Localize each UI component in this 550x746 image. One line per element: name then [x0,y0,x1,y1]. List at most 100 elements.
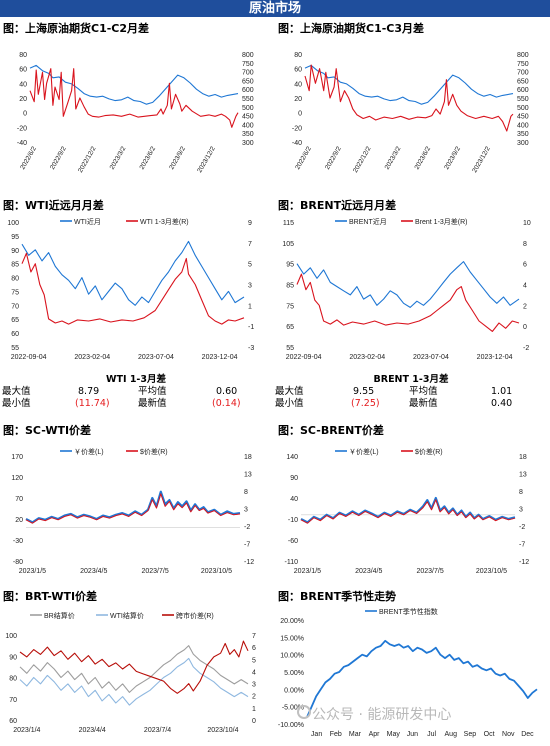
y-left-tick-label: 115 [283,220,294,227]
legend-label: WTI结算价 [110,611,144,620]
y-left-tick-label: 95 [11,234,19,241]
y-right-tick-label: 5 [252,657,256,664]
wti-avg-label: 平均值 [138,386,167,397]
y-right-tick-label: -12 [519,559,529,566]
y-right-tick-label: 800 [517,52,529,59]
y-left-tick-label: -20 [292,125,302,132]
x-tick-label: Nov [502,731,515,738]
y-right-tick-label: 650 [242,78,254,85]
y-left-tick-label: 5.00% [284,670,304,677]
y-right-tick-label: 8 [519,489,523,496]
y-left-tick-label: -30 [13,538,23,545]
y-left-tick-label: 0.00% [284,687,304,694]
x-tick-label: 2022/9/2 [49,145,68,171]
x-tick-label: 2023/1/5 [19,568,46,575]
legend-label: BR结算价 [44,611,75,620]
y-left-tick-label: 40 [294,81,302,88]
legend-label: BRENT近月 [349,217,387,226]
x-tick-label: 2023/9/2 [443,145,462,171]
series-line [306,639,538,718]
x-tick-label: 2022/9/2 [324,145,343,171]
x-tick-label: 2022/12/2 [77,145,98,174]
y-left-tick-label: 20.00% [280,618,304,625]
legend-label: $价差(R) [140,447,168,456]
legend-label: WTI 1-3月差(R) [140,217,189,226]
y-left-tick-label: -10.00% [278,722,304,729]
y-left-tick-label: -5.00% [282,705,304,712]
y-right-tick-label: -2 [523,345,529,352]
y-right-tick-label: 0 [252,718,256,725]
y-right-tick-label: -7 [519,542,525,549]
y-left-tick-label: 100 [5,633,17,640]
chart-brt-wti: 100 90 80 70 60 7 6 5 4 3 2 1 0 2023/1/4 2023/4/4 2023/… [5,611,256,734]
x-tick-label: 2023/4/5 [355,568,382,575]
chart-brent-seasonal: 20.00% 15.00% 10.00% 5.00% 0.00% -5.00% -10.00… [278,607,538,738]
brent-max-label: 最大值 [275,386,304,397]
y-right-tick-label: 8 [244,489,248,496]
y-right-tick-label: -12 [244,559,254,566]
y-right-tick-label: 550 [242,96,254,103]
y-right-tick-label: 400 [517,122,529,129]
legend-label: ￥价差(L) [349,447,379,456]
wti-min-value: (11.74) [75,398,110,409]
y-right-tick-label: 3 [244,507,248,514]
y-right-tick-label: 750 [242,61,254,68]
y-left-tick-label: 75 [286,303,294,310]
y-right-tick-label: 7 [248,241,252,248]
brent-avg-value: 1.01 [491,386,513,397]
series-line [19,645,249,693]
y-right-tick-label: 600 [242,87,254,94]
y-right-tick-label: 700 [242,70,254,77]
y-right-tick-label: 750 [517,61,529,68]
brent-stats-table: BRENT 1-3月差 最大值 9.55 平均值 1.01 最小值 (7.25)… [275,373,547,410]
series-line [21,240,245,306]
y-left-tick-label: 80 [11,276,19,283]
x-tick-label: 2023/9/2 [168,145,187,171]
chart-title-c2: 图：上海原油期货C1-C3月差 [278,22,425,35]
x-tick-label: 2023-07-04 [138,354,174,361]
y-right-tick-label: 3 [248,283,252,290]
x-tick-label: Jun [407,731,418,738]
y-left-tick-label: -110 [285,559,299,566]
brent-max-value: 9.55 [353,386,375,397]
x-tick-label: Apr [369,731,381,738]
x-tick-label: 2022-09-04 [286,354,322,361]
x-tick-label: 2023/10/4 [207,727,238,734]
x-tick-label: 2023/7/4 [144,727,171,734]
y-right-tick-label: 350 [517,131,529,138]
y-left-tick-label: 40 [19,81,27,88]
section-banner: 原油市场 [0,0,550,17]
x-tick-label: 2023/1/4 [13,727,40,734]
chart-title-c8: 图：BRENT季节性走势 [278,590,397,603]
y-right-tick-label: 2 [252,694,256,701]
y-right-tick-label: -7 [244,542,250,549]
series-line [29,68,239,128]
y-left-tick-label: 120 [11,475,23,482]
y-left-tick-label: 10.00% [280,653,304,660]
y-right-tick-label: -2 [519,524,525,531]
x-tick-label: 2023-12-04 [477,354,513,361]
y-left-tick-label: 100 [7,220,19,227]
chart-brent-spread: 115 105 95 85 75 65 55 10 8 6 4 2 0 -2 2022-09-04 2023-… [282,217,531,361]
y-right-tick-label: 8 [523,241,527,248]
wti-min-label: 最小值 [2,398,31,409]
x-tick-label: 2023/3/2 [384,145,403,171]
x-tick-label: 2023-07-04 [413,354,449,361]
legend-label: 跨市价差(R) [176,611,214,620]
y-right-tick-label: 2 [523,303,527,310]
series-line [296,273,520,332]
y-right-tick-label: 650 [517,78,529,85]
legend-label: ￥价差(L) [74,447,104,456]
y-right-tick-label: 700 [517,70,529,77]
x-tick-label: 2022/12/2 [352,145,373,174]
y-left-tick-label: 80 [19,52,27,59]
brent-min-label: 最小值 [275,398,304,409]
y-right-tick-label: 1 [252,706,256,713]
y-left-tick-label: 65 [11,317,19,324]
x-tick-label: Feb [330,731,342,738]
x-tick-label: 2023/6/2 [139,145,158,171]
y-left-tick-label: 75 [11,289,19,296]
x-tick-label: May [387,731,401,738]
